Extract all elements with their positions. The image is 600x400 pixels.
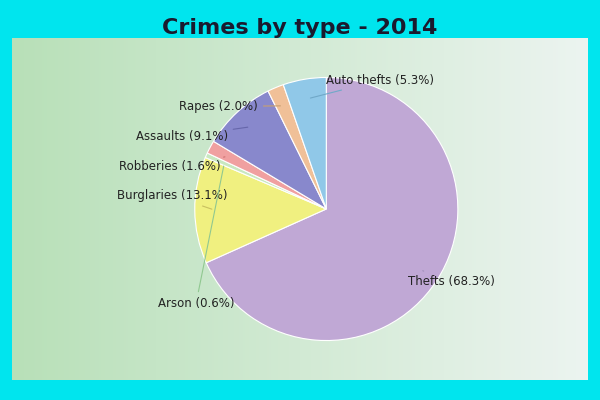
Text: Rapes (2.0%): Rapes (2.0%) — [179, 100, 280, 113]
Wedge shape — [195, 158, 326, 263]
Text: Burglaries (13.1%): Burglaries (13.1%) — [117, 189, 227, 209]
Wedge shape — [214, 91, 326, 209]
Text: Arson (0.6%): Arson (0.6%) — [158, 166, 234, 310]
Wedge shape — [283, 78, 326, 209]
Wedge shape — [206, 78, 458, 340]
Text: Thefts (68.3%): Thefts (68.3%) — [408, 271, 495, 288]
Wedge shape — [207, 141, 326, 209]
Wedge shape — [268, 85, 326, 209]
Text: Crimes by type - 2014: Crimes by type - 2014 — [163, 18, 437, 38]
Text: Assaults (9.1%): Assaults (9.1%) — [136, 127, 248, 143]
Text: Robberies (1.6%): Robberies (1.6%) — [119, 157, 225, 174]
Wedge shape — [205, 153, 326, 209]
Text: Auto thefts (5.3%): Auto thefts (5.3%) — [310, 74, 434, 98]
